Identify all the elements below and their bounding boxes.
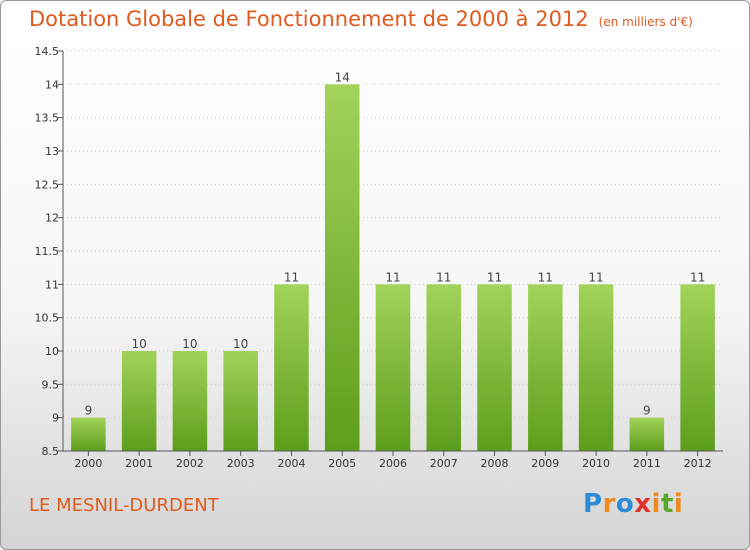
y-tick-label: 13.5 — [35, 112, 60, 125]
bar-value-label: 10 — [132, 337, 147, 351]
y-tick-label: 8.5 — [42, 445, 60, 458]
x-tick-label: 2007 — [430, 457, 458, 470]
bar — [172, 351, 208, 451]
y-tick-label: 10 — [45, 345, 59, 358]
y-tick-label: 14.5 — [35, 45, 60, 58]
y-tick-label: 12 — [45, 212, 59, 225]
bar-value-label: 11 — [385, 270, 400, 284]
y-tick-label: 11.5 — [35, 245, 60, 258]
y-tick-label: 12.5 — [35, 178, 60, 191]
y-tick-label: 13 — [45, 145, 59, 158]
chart-title-text: Dotation Globale de Fonctionnement de 20… — [29, 7, 589, 31]
bar-value-label: 11 — [690, 270, 705, 284]
bar-value-label: 11 — [487, 270, 502, 284]
y-tick-label: 9.5 — [42, 378, 60, 391]
bar-value-label: 10 — [233, 337, 248, 351]
y-tick-label: 14 — [45, 78, 59, 91]
x-tick-label: 2010 — [582, 457, 610, 470]
x-tick-label: 2008 — [481, 457, 509, 470]
x-tick-label: 2000 — [74, 457, 102, 470]
logo-letter: P — [583, 489, 603, 519]
x-tick-label: 2006 — [379, 457, 407, 470]
logo-letter: i — [673, 489, 684, 519]
chart-title: Dotation Globale de Fonctionnement de 20… — [29, 7, 693, 31]
bar — [426, 284, 462, 451]
bar — [578, 284, 614, 451]
axes: 8.5 9 9.5 10 10.5 11 11.5 12 12.5 13 13.5 14 14.5 200… — [35, 45, 723, 470]
bar — [223, 351, 258, 451]
commune-name: LE MESNIL-DURDENT — [29, 495, 219, 516]
bar-value-label: 9 — [643, 404, 651, 418]
chart-subtitle: (en milliers d'€) — [598, 15, 693, 29]
bar-value-label: 9 — [85, 404, 93, 418]
y-tick-label: 11 — [45, 278, 59, 291]
bar — [629, 417, 665, 451]
x-tick-label: 2004 — [277, 457, 305, 470]
bar — [680, 284, 715, 451]
bar-value-label: 11 — [588, 270, 603, 284]
x-tick-label: 2002 — [176, 457, 204, 470]
bars: 9 10 10 10 11 14 11 11 11 11 11 9 11 — [71, 70, 715, 451]
logo-letter: x — [634, 489, 652, 519]
x-tick-label: 2009 — [531, 457, 559, 470]
x-tick-label: 2003 — [227, 457, 255, 470]
bar-value-label: 10 — [182, 337, 197, 351]
logo-letter: r — [602, 489, 616, 519]
bar-value-label: 11 — [436, 270, 451, 284]
x-tick-label: 2011 — [633, 457, 661, 470]
bar — [528, 284, 563, 451]
logo-letter: t — [660, 489, 674, 519]
logo-letter: i — [651, 489, 661, 519]
x-tick-label: 2012 — [684, 457, 712, 470]
x-tick-label: 2005 — [328, 457, 356, 470]
bar — [121, 351, 157, 451]
bar — [274, 284, 309, 451]
bar — [375, 284, 411, 451]
y-tick-label: 10.5 — [35, 312, 60, 325]
logo-letter: o — [615, 489, 635, 519]
x-tick-label: 2001 — [125, 457, 153, 470]
proxiti-logo: Proxiti — [583, 489, 683, 519]
bar — [477, 284, 512, 451]
y-tick-label: 9 — [52, 412, 59, 425]
bar-value-label: 11 — [538, 270, 553, 284]
bar-value-label: 11 — [284, 270, 299, 284]
bar — [71, 417, 106, 451]
bar — [324, 84, 360, 451]
bar-value-label: 14 — [335, 70, 350, 84]
